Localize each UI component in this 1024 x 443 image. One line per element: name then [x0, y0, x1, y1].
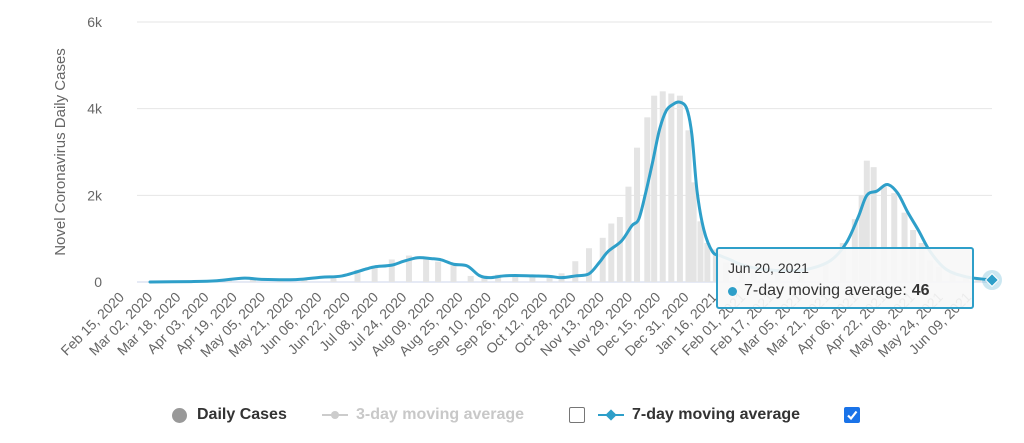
- daily-case-bar: [495, 274, 502, 282]
- tooltip-series-dot-icon: [728, 286, 737, 296]
- daily-case-bar: [870, 167, 877, 282]
- daily-case-bar: [891, 193, 898, 282]
- legend-line-marker-icon: [322, 408, 348, 422]
- daily-case-bar: [712, 249, 719, 282]
- y-tick-label: 4k: [87, 101, 103, 117]
- daily-case-bar: [690, 182, 697, 282]
- daily-case-bar: [529, 275, 536, 282]
- daily-case-bar: [608, 223, 615, 282]
- tooltip-value: 46: [911, 282, 930, 299]
- checkbox-7day-average[interactable]: [844, 407, 860, 423]
- daily-case-bar: [512, 275, 519, 282]
- daily-case-bar: [450, 263, 457, 282]
- daily-case-bar: [704, 243, 711, 282]
- daily-case-bar: [634, 147, 641, 282]
- daily-case-bar: [388, 259, 395, 282]
- daily-case-bar: [586, 248, 593, 282]
- daily-case-bar: [354, 269, 361, 282]
- y-tick-label: 2k: [87, 187, 103, 203]
- daily-case-bar: [659, 91, 666, 282]
- tooltip: Jun 20, 2021 7-day moving average: 46: [716, 247, 974, 309]
- legend-item-daily-cases[interactable]: Daily Cases: [172, 398, 287, 432]
- legend-label-daily-cases: Daily Cases: [197, 406, 287, 423]
- legend-item-7day-average[interactable]: 7-day moving average: [598, 398, 800, 432]
- daily-case-bar: [651, 95, 658, 283]
- daily-case-bar: [481, 275, 488, 282]
- daily-case-bar: [644, 117, 651, 282]
- legend: Daily Cases 3-day moving average 7-day m…: [0, 398, 1024, 432]
- y-tick-label: 6k: [87, 14, 103, 30]
- daily-case-bar: [668, 93, 675, 282]
- hover-diamond-marker: [984, 272, 1000, 288]
- daily-case-bar: [371, 266, 378, 282]
- daily-case-bar: [435, 261, 442, 282]
- legend-label-3day-average: 3-day moving average: [356, 406, 525, 423]
- daily-case-bar: [423, 257, 430, 282]
- checkbox-3day-average[interactable]: [569, 407, 585, 423]
- tooltip-series-label: 7-day moving average:: [744, 282, 907, 299]
- daily-case-bar: [572, 261, 579, 282]
- daily-case-bar: [405, 255, 412, 282]
- y-axis-title: Novel Coronavirus Daily Cases: [52, 48, 69, 256]
- daily-case-bar: [697, 221, 704, 282]
- tooltip-row: 7-day moving average: 46: [728, 282, 930, 300]
- series-line-7day-average: [148, 100, 994, 284]
- daily-case-bar: [863, 160, 870, 282]
- tooltip-date: Jun 20, 2021: [728, 260, 809, 276]
- daily-case-bar: [685, 130, 692, 282]
- checkmark-icon: [847, 410, 858, 421]
- daily-case-bar: [880, 186, 887, 282]
- daily-case-bar: [858, 195, 865, 282]
- y-tick-label: 0: [94, 274, 102, 290]
- daily-case-bar: [625, 186, 632, 282]
- daily-case-bar: [616, 217, 623, 282]
- daily-case-bar: [546, 276, 553, 282]
- legend-item-3day-average[interactable]: 3-day moving average: [322, 398, 524, 432]
- legend-circle-icon: [172, 407, 187, 423]
- daily-case-bar: [330, 275, 337, 282]
- legend-line-diamond-icon: [598, 408, 624, 422]
- daily-case-bar: [467, 275, 474, 282]
- legend-label-7day-average: 7-day moving average: [632, 406, 801, 423]
- daily-case-bar: [676, 95, 683, 283]
